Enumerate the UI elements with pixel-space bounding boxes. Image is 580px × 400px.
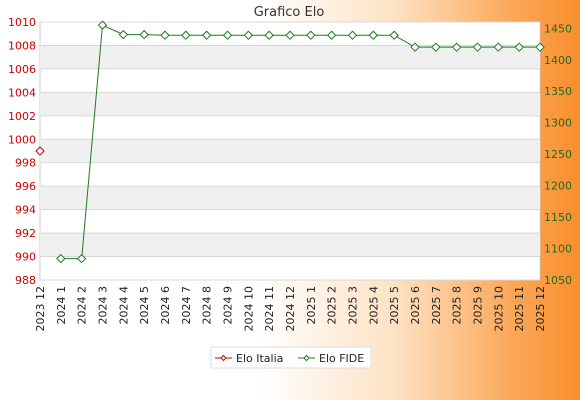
x-tick-label: 2024 7 (180, 286, 193, 325)
x-tick-label: 2025 9 (472, 286, 485, 325)
data-point-elo-fide (410, 42, 420, 52)
left-tick-label: 988 (15, 274, 36, 287)
data-point-elo-italia (35, 146, 45, 156)
legend-label-elo-italia: Elo Italia (236, 352, 283, 365)
left-tick-label: 992 (15, 227, 36, 240)
right-tick-label: 1400 (544, 54, 572, 67)
x-tick-label: 2024 1 (55, 286, 68, 325)
x-tick-label: 2024 3 (97, 286, 110, 325)
data-point-elo-fide (514, 42, 524, 52)
data-point-elo-fide (326, 30, 337, 40)
data-point-elo-fide (243, 30, 254, 40)
left-tick-label: 1008 (8, 39, 36, 52)
x-tick-label: 2025 5 (388, 286, 401, 325)
plot-background (39, 21, 541, 281)
data-point-elo-fide (160, 30, 170, 40)
plot-band (40, 139, 540, 163)
plot-band (40, 233, 540, 257)
data-point-elo-fide (76, 253, 87, 264)
grid-lines (40, 21, 540, 281)
x-tick-label: 2024 8 (201, 286, 214, 325)
left-tick-label: 998 (15, 157, 36, 170)
x-axis-ticks: 2023 12 2024 1 2024 2 2024 3 2024 4 2024 5 202… (34, 286, 547, 332)
right-tick-label: 1250 (544, 148, 572, 161)
legend-marker-elo-italia (220, 354, 227, 362)
right-tick-label: 1050 (544, 274, 572, 287)
data-point-elo-fide (389, 30, 399, 40)
right-tick-label: 1300 (544, 117, 572, 130)
x-tick-label: 2024 9 (222, 286, 235, 325)
x-tick-label: 2024 11 (263, 286, 276, 332)
x-tick-label: 2023 12 (34, 286, 47, 332)
left-tick-label: 1000 (8, 133, 36, 146)
plot-band (40, 92, 540, 116)
right-axis-ticks: 1450 1400 1350 1300 1250 1200 1150 1100 1050 (544, 22, 572, 287)
data-point-elo-fide (431, 42, 441, 52)
data-point-elo-fide (264, 30, 274, 40)
x-tick-label: 2025 12 (534, 286, 547, 332)
data-point-elo-fide (285, 30, 295, 40)
data-point-elo-fide (306, 30, 316, 40)
x-tick-label: 2024 12 (284, 286, 297, 332)
x-tick-label: 2025 1 (305, 286, 318, 325)
left-tick-label: 996 (15, 180, 36, 193)
data-point-elo-fide (97, 20, 108, 30)
data-point-elo-fide (493, 42, 504, 52)
data-point-elo-fide (181, 30, 191, 40)
plot-band (40, 45, 540, 69)
left-tick-label: 1010 (8, 16, 36, 29)
left-tick-label: 1002 (8, 110, 36, 123)
right-tick-label: 1100 (544, 243, 572, 256)
left-axis-ticks: 1010 1008 1006 1004 1002 1000 998 996 994 992 990 9… (8, 16, 36, 287)
x-tick-label: 2025 2 (326, 286, 339, 325)
x-tick-label: 2024 5 (138, 286, 151, 325)
data-point-elo-fide (56, 253, 66, 264)
data-point-elo-fide (347, 30, 358, 40)
legend-box (210, 346, 372, 369)
x-tick-label: 2025 6 (409, 286, 422, 325)
chart-title: Grafico Elo (254, 5, 325, 20)
legend-marker-elo-fide (303, 354, 310, 362)
right-tick-label: 1150 (544, 211, 572, 224)
legend-label-elo-fide: Elo FIDE (319, 352, 364, 365)
data-point-elo-fide (222, 30, 233, 40)
x-tick-label: 2025 3 (347, 286, 360, 325)
left-tick-label: 990 (15, 251, 36, 264)
x-tick-label: 2025 7 (430, 286, 443, 325)
x-tick-label: 2024 6 (159, 286, 172, 325)
legend: Elo Italia Elo FIDE (210, 346, 372, 369)
data-point-elo-fide (139, 29, 149, 40)
plot-band (40, 186, 540, 210)
data-point-elo-fide (535, 42, 545, 52)
legend-item-elo-italia: Elo Italia (215, 352, 283, 365)
series-layer (35, 20, 545, 264)
right-tick-label: 1350 (544, 85, 572, 98)
x-tick-label: 2025 4 (367, 286, 380, 325)
right-tick-label: 1450 (544, 22, 572, 35)
data-point-elo-fide (201, 30, 212, 40)
x-tick-label: 2024 2 (76, 286, 89, 325)
x-tick-label: 2024 10 (242, 286, 255, 332)
x-tick-label: 2025 8 (451, 286, 464, 325)
x-tick-label: 2024 4 (117, 286, 130, 325)
legend-item-elo-fide: Elo FIDE (298, 352, 364, 365)
right-tick-label: 1200 (544, 180, 572, 193)
x-tick-label: 2025 11 (513, 286, 526, 332)
data-point-elo-fide (451, 42, 462, 52)
left-tick-label: 1006 (8, 63, 36, 76)
left-tick-label: 1004 (8, 86, 36, 99)
data-point-elo-fide (368, 30, 379, 40)
data-point-elo-fide (118, 29, 129, 40)
x-tick-label: 2025 10 (492, 286, 505, 332)
left-tick-label: 994 (15, 204, 36, 217)
data-point-elo-fide (472, 42, 483, 52)
